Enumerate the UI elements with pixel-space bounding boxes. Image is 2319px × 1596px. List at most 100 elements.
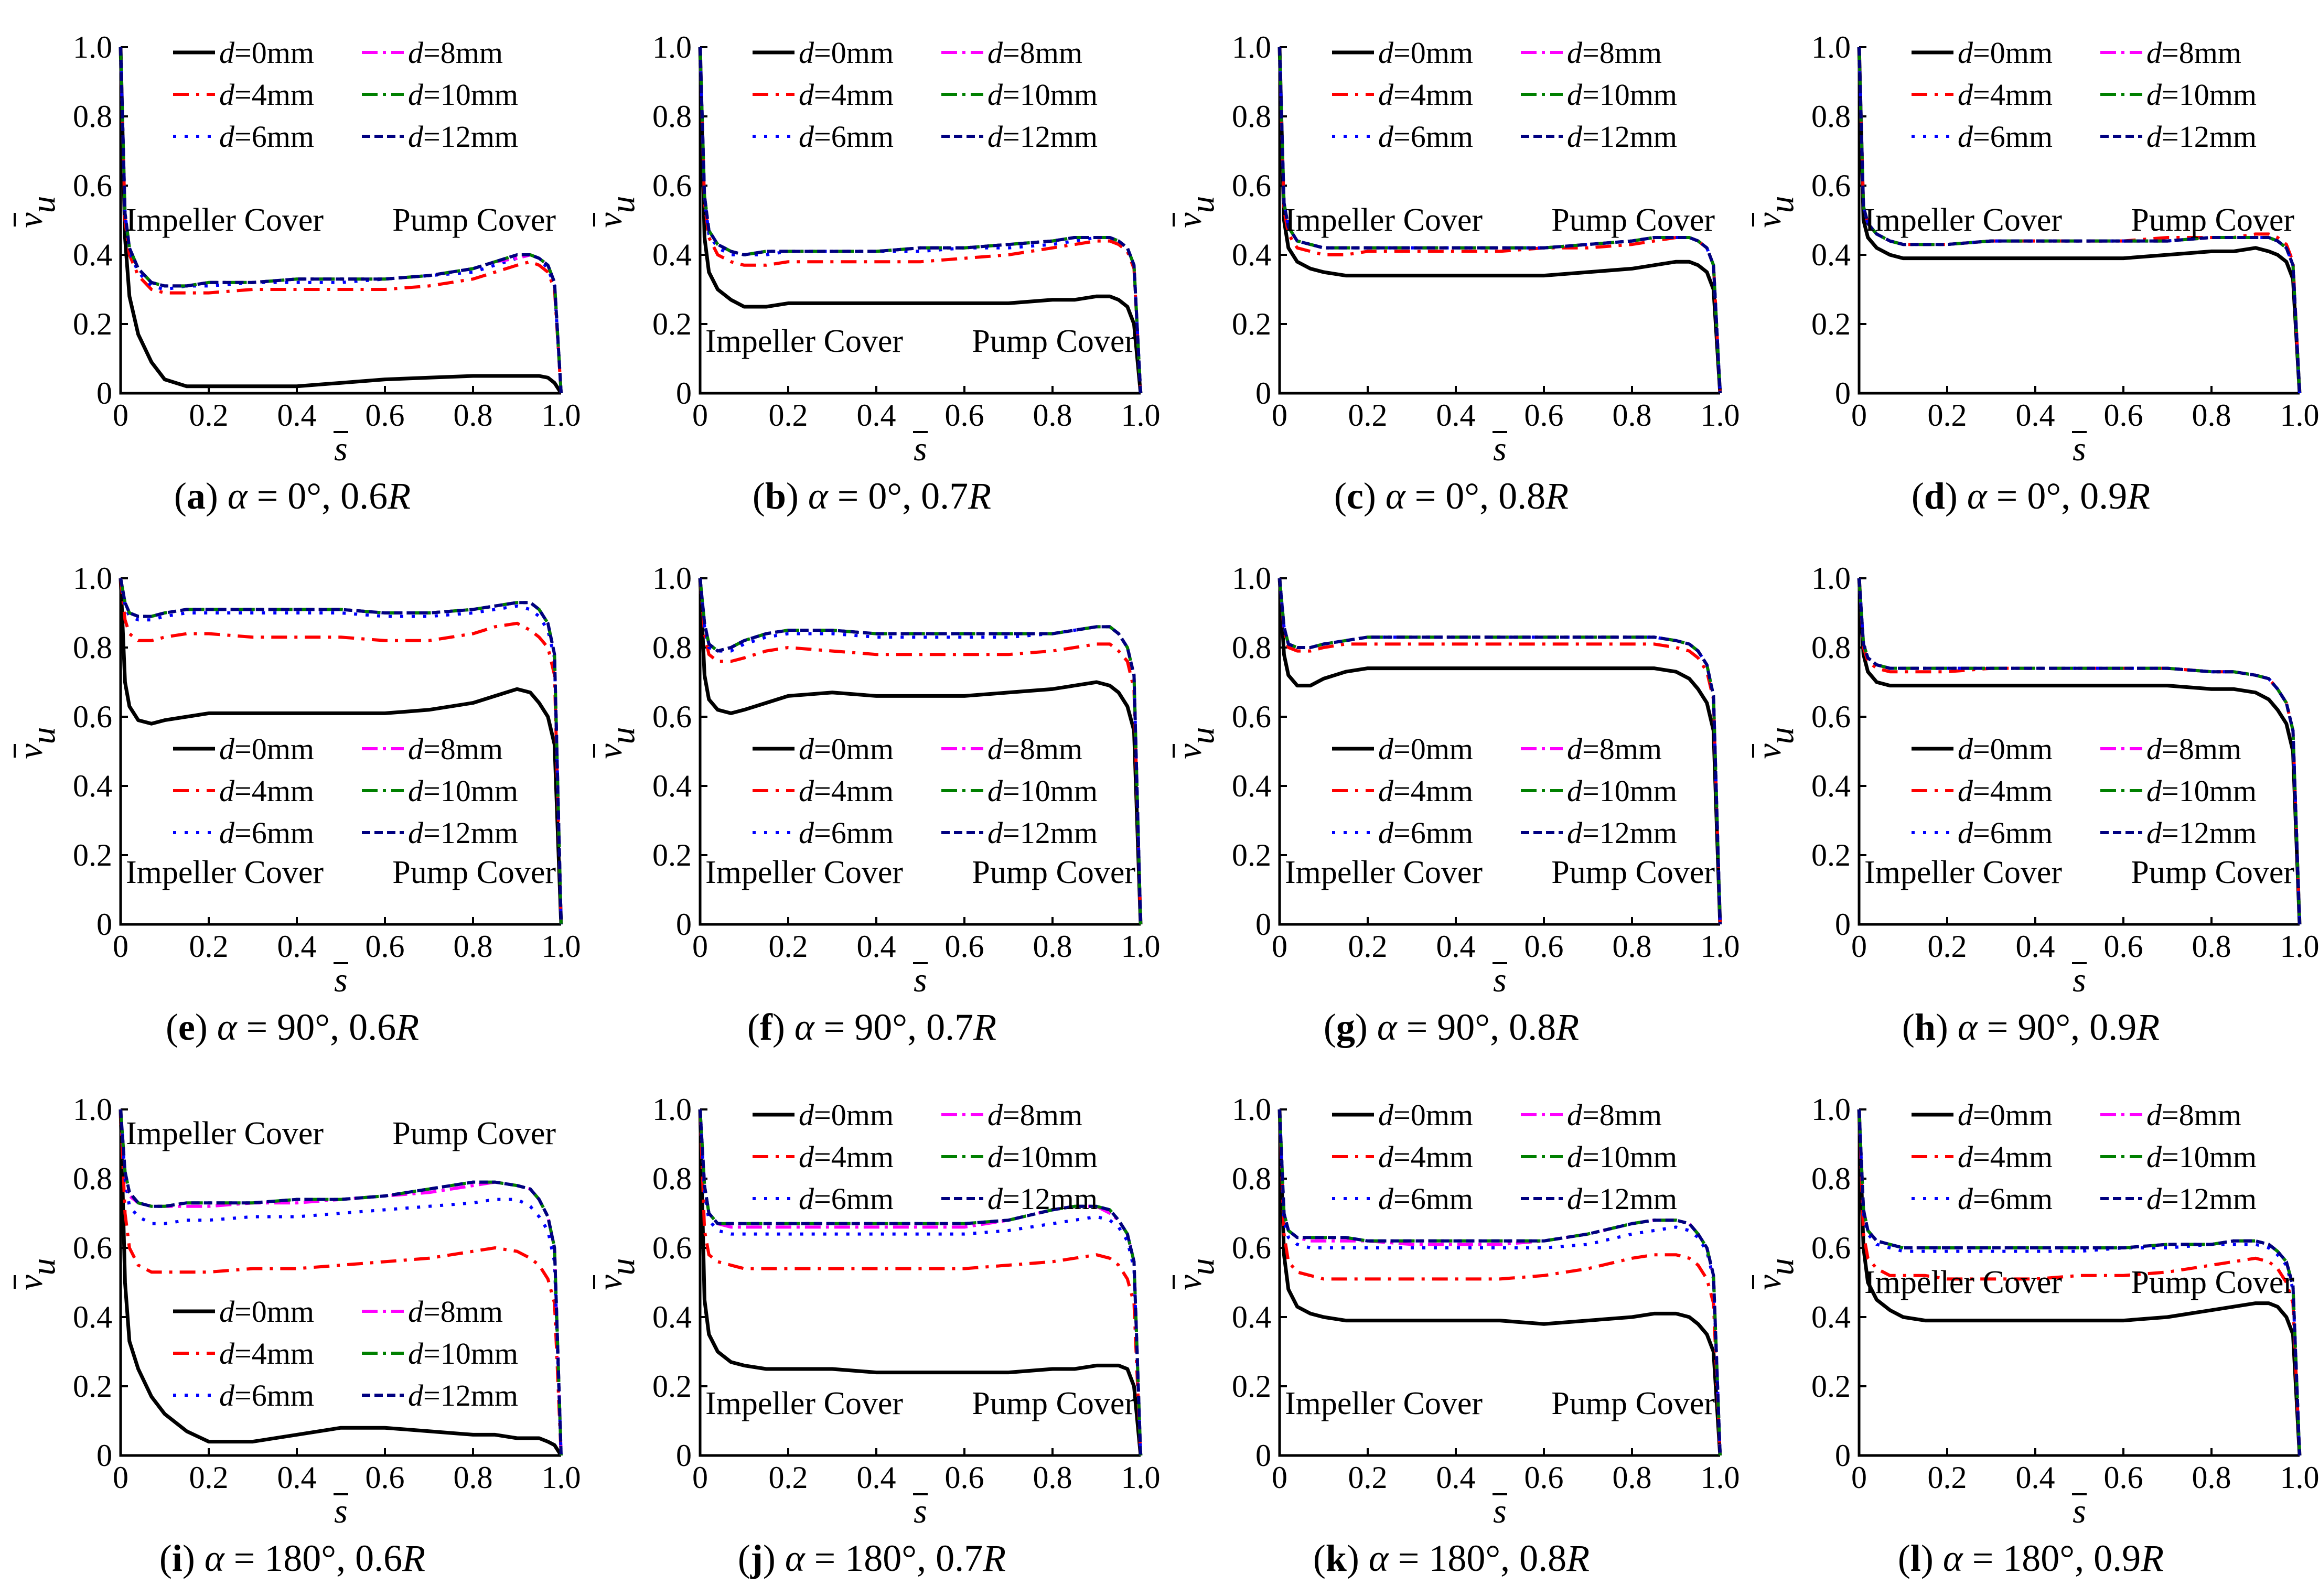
impeller-cover-label: Impeller Cover [1285, 1386, 1483, 1421]
legend-unit: =10mm [423, 774, 518, 808]
caption-punct: ( [1334, 475, 1347, 517]
legend-label: d=10mm [987, 78, 1098, 112]
legend-label: d=10mm [2146, 78, 2257, 112]
panel-caption: (j) α = 180°, 0.7R [582, 1537, 1162, 1580]
legend-var: d [1958, 732, 1973, 766]
y-tick-label: 0.4 [1811, 1300, 1851, 1334]
legend-unit: =0mm [234, 1295, 314, 1329]
x-tick-label: 0 [1272, 1460, 1287, 1495]
caption-part: f [760, 1006, 772, 1048]
legend-label: d=6mm [1958, 816, 2053, 850]
caption-part: 90° [277, 1006, 330, 1048]
legend-var: d [1958, 120, 1973, 154]
legend-unit: =8mm [1582, 36, 1662, 70]
x-tick-label: 0.4 [2016, 398, 2055, 433]
pump-cover-label: Pump Cover [1551, 1386, 1715, 1421]
legend-unit: =0mm [1393, 1098, 1473, 1132]
legend-label: d=12mm [408, 1378, 518, 1412]
x-tick-label: 0.8 [1033, 929, 1072, 964]
panel-caption: (f) α = 90°, 0.7R [582, 1006, 1162, 1049]
legend-var: d [799, 120, 814, 154]
legend-var: d [2146, 1182, 2162, 1216]
legend-label: d=8mm [408, 1295, 503, 1329]
x-tick-label: 0.6 [945, 1460, 984, 1495]
legend-var: d [219, 1378, 235, 1412]
x-tick-label: 0.8 [1033, 398, 1072, 433]
caption-punct: ( [1324, 1006, 1336, 1048]
legend-label: d=0mm [1378, 732, 1473, 766]
legend-var: d [987, 120, 1003, 154]
legend-var: d [1378, 36, 1394, 70]
pump-cover-label: Pump Cover [1551, 202, 1715, 238]
legend-var: d [408, 78, 424, 112]
y-axis-subscript: u [604, 727, 642, 745]
x-tick-label: 0.4 [277, 929, 317, 964]
y-tick-label: 0.6 [1232, 1231, 1271, 1265]
legend-label: d=12mm [1567, 816, 1677, 850]
legend-unit: =12mm [423, 816, 518, 850]
panel-caption: (l) α = 180°, 0.9R [1741, 1537, 2319, 1580]
legend-label: d=4mm [219, 78, 314, 112]
caption-part: α [808, 475, 828, 517]
y-tick-label: 1.0 [1811, 561, 1851, 596]
x-axis-label: s [914, 961, 927, 999]
y-tick-label: 0.8 [1811, 630, 1851, 665]
legend-unit: =0mm [1393, 36, 1473, 70]
caption-part: , [2075, 1537, 2093, 1579]
caption-part: R [388, 475, 411, 517]
y-tick-label: 0.2 [73, 838, 112, 872]
legend-label: d=4mm [219, 774, 314, 808]
x-tick-label: 0.6 [1524, 398, 1564, 433]
y-tick-label: 0.2 [73, 307, 112, 341]
y-tick-label: 0.4 [73, 769, 112, 803]
legend-label: d=6mm [219, 120, 314, 154]
y-axis-subscript: u [604, 1258, 642, 1276]
legend-var: d [987, 816, 1003, 850]
y-tick-label: 1.0 [652, 1092, 692, 1127]
pump-cover-label: Pump Cover [2131, 1265, 2294, 1300]
legend-unit: =6mm [234, 816, 314, 850]
caption-punct: ( [1902, 1006, 1915, 1048]
legend-var: d [219, 732, 235, 766]
y-tick-label: 0 [676, 1438, 692, 1473]
caption-part: 0.7 [921, 475, 968, 517]
pump-cover-label: Pump Cover [2131, 855, 2294, 890]
x-tick-label: 1.0 [1701, 398, 1740, 433]
pump-cover-label: Pump Cover [972, 1386, 1135, 1421]
caption-part: R [2137, 1006, 2160, 1048]
y-tick-label: 0.6 [652, 168, 692, 203]
y-tick-label: 0.2 [652, 838, 692, 872]
legend-var: d [1567, 732, 1583, 766]
legend-var: d [1567, 1098, 1583, 1132]
legend-var: d [987, 732, 1003, 766]
caption-part: 90° [1437, 1006, 1490, 1048]
x-tick-label: 0.4 [2016, 929, 2055, 964]
x-axis-label: s [914, 1492, 927, 1530]
legend-var: d [987, 1140, 1003, 1174]
y-tick-label: 0.4 [73, 1300, 112, 1334]
caption-punct: ) [206, 475, 228, 517]
caption-part: 0° [1445, 475, 1479, 517]
pump-cover-label: Pump Cover [2131, 202, 2294, 238]
y-tick-label: 0 [676, 907, 692, 942]
legend-unit: =4mm [814, 774, 894, 808]
caption-part: 0.9 [2089, 1006, 2137, 1048]
legend-label: d=4mm [799, 78, 894, 112]
legend-label: d=4mm [1378, 78, 1473, 112]
x-tick-label: 0.6 [366, 1460, 405, 1495]
panel-caption: (d) α = 0°, 0.9R [1741, 475, 2319, 518]
legend-label: d=4mm [219, 1336, 314, 1371]
x-tick-label: 0.2 [189, 929, 229, 964]
legend-var: d [408, 1336, 424, 1371]
caption-part: = [237, 1006, 277, 1048]
x-tick-label: 0 [113, 398, 128, 433]
legend-unit: =12mm [1003, 1182, 1098, 1216]
y-tick-label: 1.0 [1811, 30, 1851, 64]
caption-part: j [750, 1537, 763, 1579]
x-tick-label: 0.4 [1436, 1460, 1476, 1495]
y-axis-label-group: vu [1171, 196, 1221, 228]
y-tick-label: 0.8 [652, 1161, 692, 1196]
x-tick-label: 1.0 [2280, 1460, 2319, 1495]
